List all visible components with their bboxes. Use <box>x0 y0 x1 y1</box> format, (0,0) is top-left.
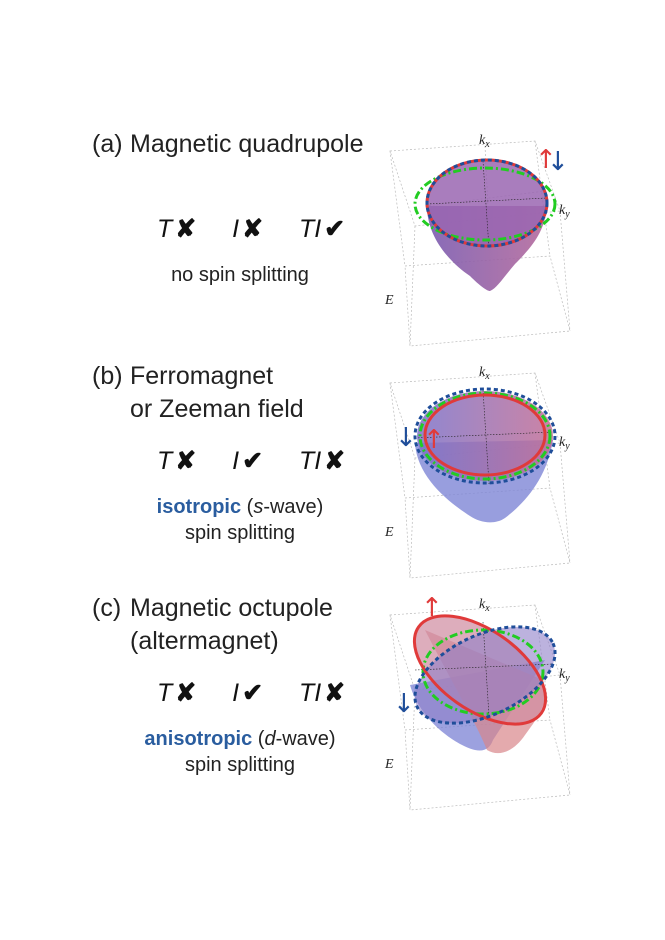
sym-label-ti: TI <box>298 679 322 707</box>
panel-c-desc-line2: spin splitting <box>184 754 296 776</box>
panel-a-tag: (a) <box>92 130 123 158</box>
panel-c-symmetry-row: T ✘ I ✔ TI ✘ <box>157 678 345 708</box>
check-icon: ✔ <box>242 447 264 475</box>
panel-b-band-plot: ↓ ↑ kx ky E <box>384 365 571 579</box>
cross-icon: ✘ <box>175 679 197 707</box>
spin-down-arrow-icon: ↓ <box>393 689 415 719</box>
panel-b-description: isotropic (s-wave) spin splitting <box>120 494 360 546</box>
panel-a-symmetry-row: T ✘ I ✘ TI ✔ <box>157 214 345 244</box>
axis-label-e: E <box>384 757 394 772</box>
panel-a-title: (a) Magnetic quadrupole <box>92 128 364 161</box>
panel-c-spin-down-contour <box>413 625 557 725</box>
cross-icon: ✘ <box>242 215 264 243</box>
panel-a-description: no spin splitting <box>140 262 340 288</box>
sym-label-i: I <box>232 679 240 707</box>
spin-up-arrow-icon: ↑ <box>535 145 557 175</box>
panel-c-title-line1: Magnetic octupole <box>130 594 333 622</box>
sym-label-i: I <box>232 215 240 243</box>
axis-label-kx: kx <box>479 133 490 150</box>
axis-label-e: E <box>384 293 394 308</box>
axis-label-ky: ky <box>559 203 570 220</box>
cross-icon: ✘ <box>324 447 346 475</box>
panel-a-band-plot: ↑ ↓ kx ky E <box>384 133 571 347</box>
panel-c-description: anisotropic (d-wave) spin splitting <box>110 726 370 778</box>
sym-label-t: T <box>157 679 173 707</box>
sym-label-t: T <box>157 215 173 243</box>
panel-b-spin-up-contour <box>423 393 547 477</box>
check-icon: ✔ <box>242 679 264 707</box>
cross-icon: ✘ <box>175 215 197 243</box>
panel-a-top-surface <box>427 160 547 246</box>
cross-icon: ✘ <box>324 679 346 707</box>
panel-a-desc-line1: no spin splitting <box>171 264 309 286</box>
sym-label-ti: TI <box>298 447 322 475</box>
axis-label-ky: ky <box>559 435 570 452</box>
sym-label-i: I <box>232 447 240 475</box>
spin-up-arrow-icon: ↑ <box>421 593 443 623</box>
panel-b-guide-contour <box>418 391 552 481</box>
axis-label-e: E <box>384 525 394 540</box>
panel-b-title-line1: Ferromagnet <box>130 362 274 390</box>
axis-label-kx: kx <box>479 597 490 614</box>
check-icon: ✔ <box>324 215 346 243</box>
panel-b-title: (b) Ferromagnet or Zeeman field <box>92 360 304 426</box>
panel-b-top-surface <box>417 391 553 481</box>
axis-label-kx: kx <box>479 365 490 382</box>
panel-c-title-line2: (altermagnet) <box>130 627 279 655</box>
panel-b-spin-down-contour <box>413 387 557 485</box>
sym-label-ti: TI <box>298 215 322 243</box>
panel-a-guide-contour <box>413 166 557 242</box>
panel-b-desc-line2: spin splitting <box>184 522 296 544</box>
panel-c-desc-emphasis: anisotropic <box>144 728 253 750</box>
panel-a-spin-down-contour <box>425 158 549 248</box>
panel-c-tag: (c) <box>92 594 122 622</box>
panel-b-symmetry-row: T ✘ I ✔ TI ✘ <box>157 446 345 476</box>
spin-down-arrow-icon: ↓ <box>395 423 417 453</box>
panel-c-title: (c) Magnetic octupole (altermagnet) <box>92 592 333 658</box>
sym-label-t: T <box>157 447 173 475</box>
panel-c-band-plot: ↑ ↓ kx ky E <box>384 593 571 811</box>
panel-a-title-line1: Magnetic quadrupole <box>130 130 364 158</box>
panel-b-desc-emphasis: isotropic <box>156 496 242 518</box>
panel-c-spin-up-contour <box>412 614 548 726</box>
cross-icon: ✘ <box>175 447 197 475</box>
axis-label-ky: ky <box>559 667 570 684</box>
spin-down-arrow-icon: ↓ <box>547 147 569 177</box>
panel-b-tag: (b) <box>92 362 123 390</box>
spin-up-arrow-icon: ↑ <box>423 425 445 455</box>
panel-b-title-line2: or Zeeman field <box>130 395 304 423</box>
